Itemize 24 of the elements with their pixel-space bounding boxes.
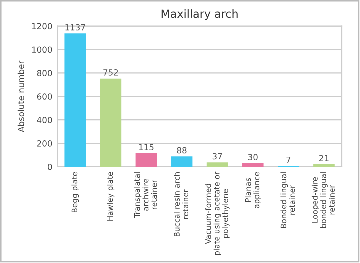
y-tick-label: 800 xyxy=(37,70,52,76)
data-label: 30 xyxy=(248,154,258,160)
y-tick-label: 1200 xyxy=(32,23,52,30)
bar xyxy=(171,156,193,168)
bar xyxy=(136,154,158,168)
bar xyxy=(206,162,228,168)
y-axis-title: Absolute number xyxy=(18,60,24,132)
chart-title: Maxillary arch xyxy=(162,10,238,20)
y-tick-label: 1000 xyxy=(32,46,52,54)
bar xyxy=(314,164,335,168)
data-label: 37 xyxy=(212,153,222,160)
bar xyxy=(242,163,264,168)
data-label: 752 xyxy=(104,70,118,76)
y-tick-label: 400 xyxy=(37,117,52,124)
data-label: 88 xyxy=(177,147,187,154)
bar xyxy=(100,78,122,168)
y-tick-label: 200 xyxy=(37,140,52,147)
bar xyxy=(64,34,86,168)
y-tick-label: 600 xyxy=(37,94,52,100)
y-tick-label: 0 xyxy=(48,164,52,170)
data-label: 115 xyxy=(139,144,154,151)
data-label: 7 xyxy=(286,156,291,164)
data-label: 1137 xyxy=(66,24,86,31)
data-label: 21 xyxy=(320,155,329,162)
